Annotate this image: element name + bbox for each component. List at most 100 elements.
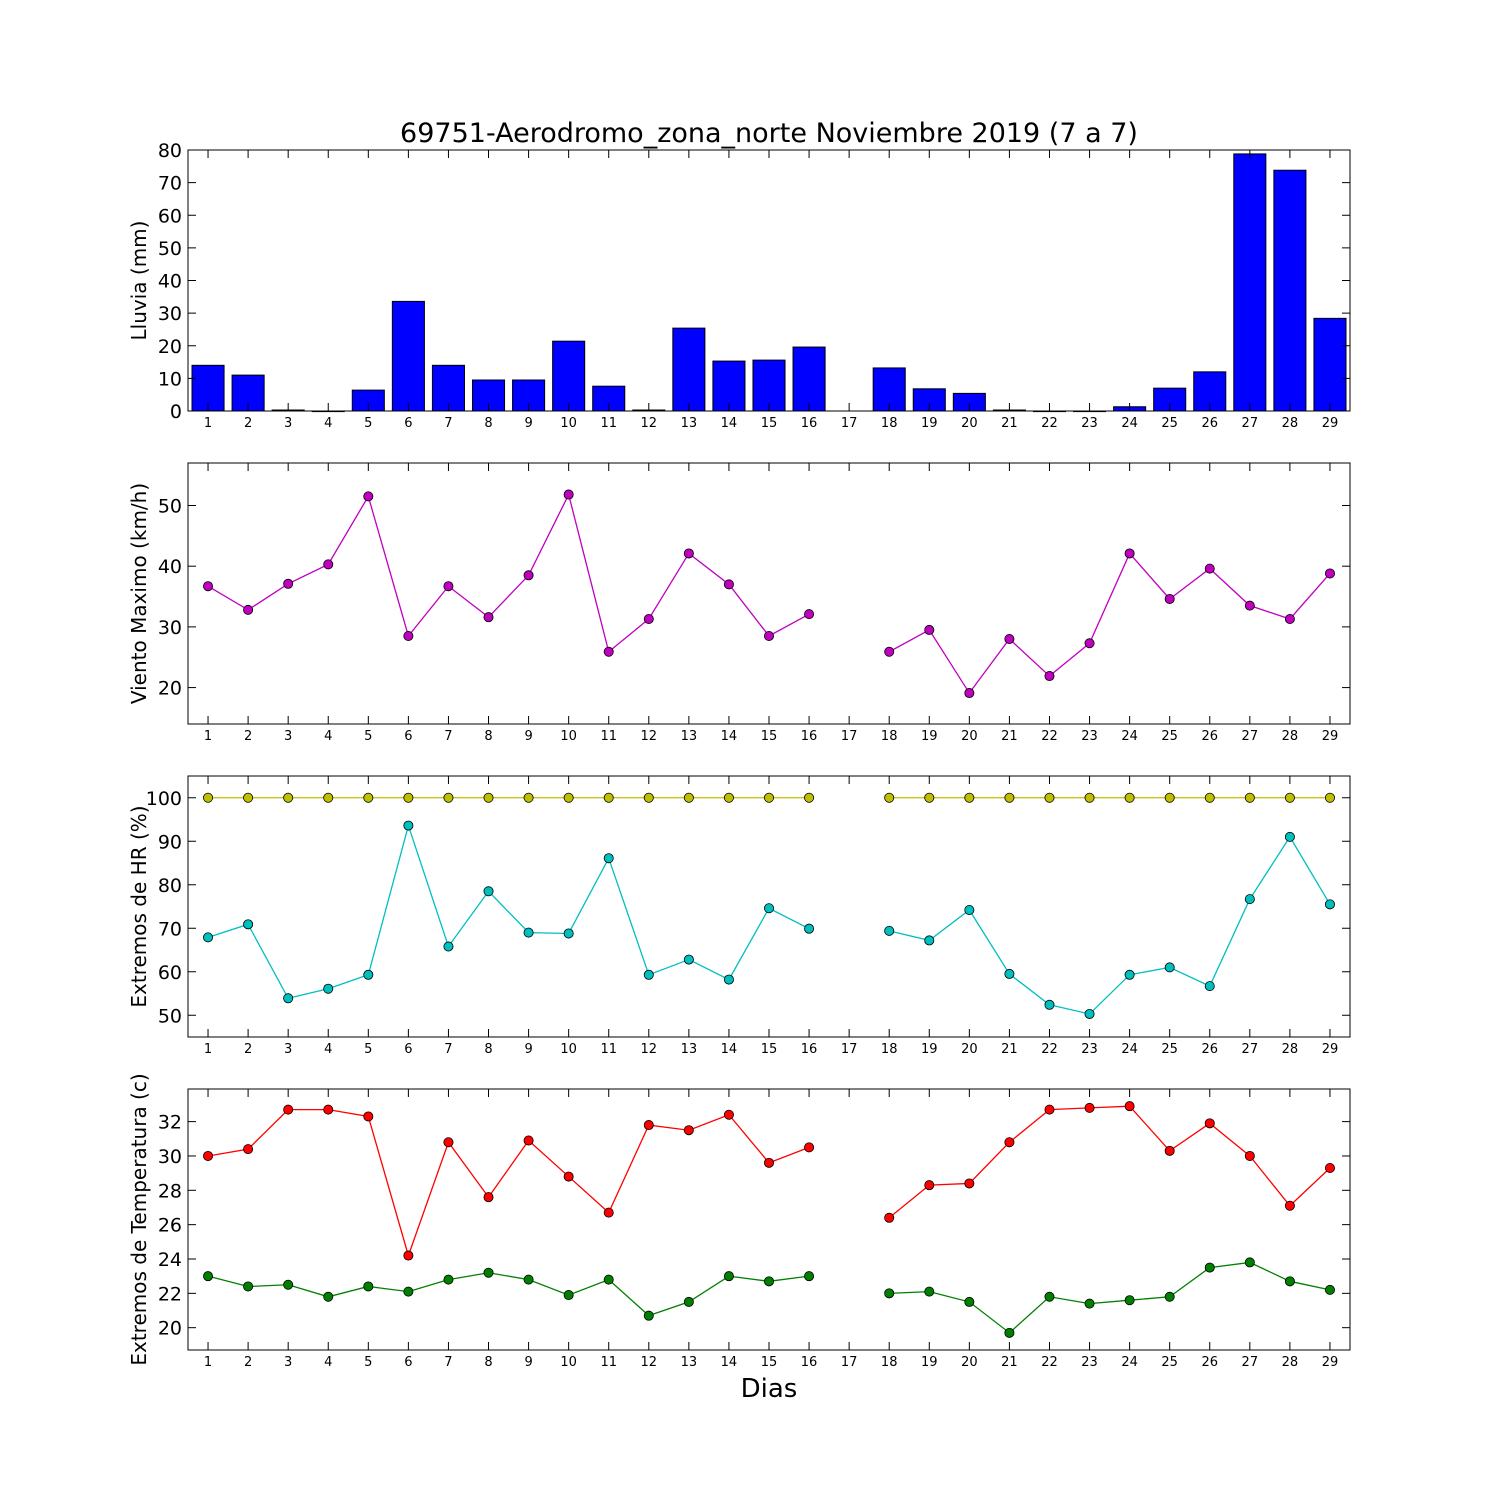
series-1-point-day-13 (683, 548, 694, 559)
xtick-label-29: 29 (1322, 729, 1339, 744)
xtick-label-21: 21 (1001, 1355, 1018, 1370)
series-1-point-day-12 (643, 792, 654, 803)
series-1-point-day-2 (243, 1144, 254, 1155)
series-2-point-day-8 (483, 886, 494, 897)
series-2-point-day-29 (1324, 1284, 1335, 1295)
ytick-label-70: 70 (158, 918, 182, 940)
xtick-label-12: 12 (641, 1042, 658, 1057)
ytick-label-70: 70 (158, 173, 182, 195)
series-2-point-day-18 (884, 1288, 895, 1299)
xtick-label-1: 1 (204, 1355, 212, 1370)
series-2-point-day-26 (1204, 981, 1215, 992)
series-1-point-day-23 (1084, 792, 1095, 803)
series-1-point-day-21 (1004, 1137, 1015, 1148)
xtick-label-10: 10 (560, 1355, 577, 1370)
series-1-point-day-2 (243, 604, 254, 615)
xtick-label-18: 18 (881, 1355, 898, 1370)
series-1-point-day-10 (563, 1171, 574, 1182)
series-2-line-segment-1 (207, 823, 810, 1000)
series-1-point-day-9 (523, 570, 534, 581)
xtick-label-13: 13 (681, 729, 698, 744)
xtick-label-4: 4 (324, 729, 332, 744)
xtick-label-15: 15 (761, 1042, 778, 1057)
series-1-point-day-15 (764, 630, 775, 641)
series-2-point-day-15 (764, 903, 775, 914)
xtick-label-29: 29 (1322, 1042, 1339, 1057)
xtick-label-19: 19 (921, 729, 938, 744)
series-1-point-day-14 (723, 1109, 734, 1120)
ytick-label-20: 20 (158, 678, 182, 700)
xtick-label-27: 27 (1242, 1042, 1259, 1057)
series-1-point-day-4 (323, 792, 334, 803)
xtick-label-25: 25 (1161, 416, 1178, 431)
xtick-label-3: 3 (284, 1042, 292, 1057)
series-1-line-segment-1 (207, 492, 810, 653)
xtick-label-14: 14 (721, 1355, 738, 1370)
ytick-label-80: 80 (158, 140, 182, 162)
series-1-point-day-24 (1124, 548, 1135, 559)
series-1-point-day-1 (203, 792, 214, 803)
series-1-point-day-2 (243, 792, 254, 803)
xtick-label-3: 3 (284, 416, 292, 431)
xtick-label-27: 27 (1242, 416, 1259, 431)
series-1-point-day-25 (1164, 1145, 1175, 1156)
series-1-point-day-26 (1204, 563, 1215, 574)
series-1-point-day-1 (203, 581, 214, 592)
series-2-point-day-25 (1164, 1291, 1175, 1302)
bar-day-29 (1313, 317, 1347, 412)
ytick-label-80: 80 (158, 875, 182, 897)
series-1-point-day-21 (1004, 792, 1015, 803)
xtick-label-5: 5 (364, 416, 372, 431)
series-2-point-day-20 (964, 904, 975, 915)
series-2-point-day-22 (1044, 999, 1055, 1010)
series-2-point-day-24 (1124, 969, 1135, 980)
xtick-label-21: 21 (1001, 1042, 1018, 1057)
series-1-point-day-11 (603, 1207, 614, 1218)
series-2-point-day-28 (1284, 1276, 1295, 1287)
series-2-point-day-10 (563, 928, 574, 939)
series-1-point-day-10 (563, 792, 574, 803)
ytick-label-50: 50 (158, 238, 182, 260)
xtick-label-29: 29 (1322, 1355, 1339, 1370)
series-2-point-day-13 (683, 1296, 694, 1307)
xtick-label-25: 25 (1161, 729, 1178, 744)
series-1-point-day-18 (884, 1212, 895, 1223)
bar-day-27 (1233, 153, 1267, 412)
series-1-point-day-12 (643, 613, 654, 624)
xtick-label-12: 12 (641, 1355, 658, 1370)
series-1-point-day-3 (283, 792, 294, 803)
series-1-point-day-10 (563, 489, 574, 500)
series-1-point-day-24 (1124, 1101, 1135, 1112)
ytick-label-30: 30 (158, 1146, 182, 1168)
series-1-point-day-7 (443, 792, 454, 803)
ytick-label-0: 0 (170, 401, 182, 423)
series-1-point-day-20 (964, 1178, 975, 1189)
series-1-line-segment-2 (888, 1105, 1331, 1219)
xtick-label-22: 22 (1041, 416, 1058, 431)
xtick-label-24: 24 (1121, 416, 1138, 431)
series-1-point-day-23 (1084, 1102, 1095, 1113)
xtick-label-12: 12 (641, 729, 658, 744)
xtick-label-18: 18 (881, 1042, 898, 1057)
series-2-point-day-24 (1124, 1295, 1135, 1306)
xtick-label-20: 20 (961, 1042, 978, 1057)
xtick-label-14: 14 (721, 1042, 738, 1057)
panel-4-y-axis-label: Extremos de Temperatura (c) (127, 1073, 151, 1365)
xtick-label-4: 4 (324, 1042, 332, 1057)
series-1-point-day-24 (1124, 792, 1135, 803)
xtick-label-25: 25 (1161, 1042, 1178, 1057)
ytick-label-24: 24 (158, 1249, 182, 1271)
xtick-label-21: 21 (1001, 416, 1018, 431)
xtick-label-7: 7 (444, 729, 452, 744)
xtick-label-7: 7 (444, 416, 452, 431)
ytick-label-40: 40 (158, 271, 182, 293)
series-2-line-segment-1 (207, 1272, 810, 1317)
series-1-point-day-16 (804, 792, 815, 803)
series-1-point-day-26 (1204, 1118, 1215, 1129)
series-1-point-day-28 (1284, 1200, 1295, 1211)
series-1-point-day-27 (1244, 792, 1255, 803)
xtick-label-8: 8 (484, 729, 492, 744)
series-1-point-day-1 (203, 1150, 214, 1161)
